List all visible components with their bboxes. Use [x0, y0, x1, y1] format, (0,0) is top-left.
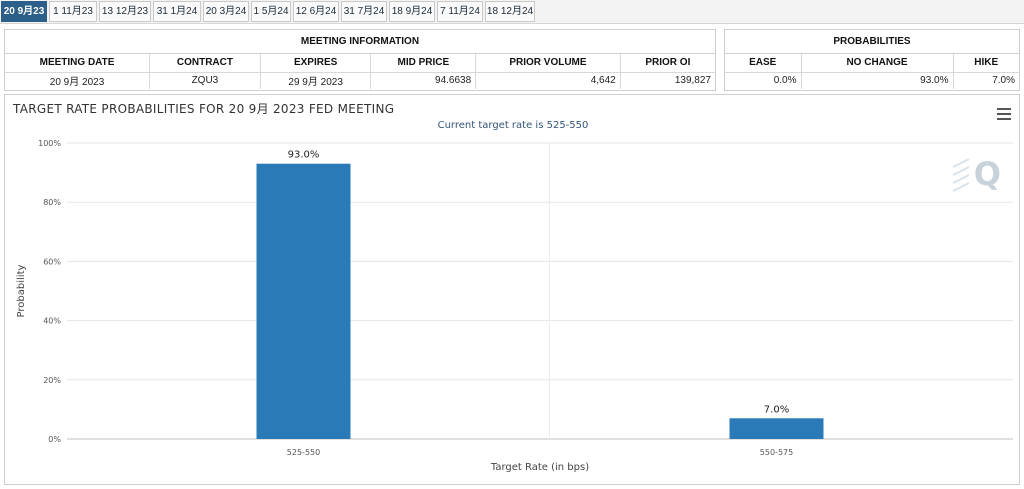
- meeting-date-tabs: 20 9月23 1 11月23 13 12月23 31 1月24 20 3月24 1 5月…: [0, 0, 1024, 24]
- prior-oi-value: 139,827: [674, 75, 711, 87]
- tab-meeting-8[interactable]: 18 9月24: [389, 1, 435, 22]
- meeting-information-row: 20 9月 2023 ZQU3 29 9月 2023 94.6638 4,642…: [5, 72, 715, 89]
- probabilities-table: EASE NO CHANGE HIKE 0.0% 93.0% 7.0%: [725, 54, 1019, 89]
- chart-plot: 0% 20% 40% 60% 80% 100% 93.0% 525-550 7.0% 550-57…: [16, 139, 1013, 473]
- ease-value: 0.0%: [725, 72, 802, 89]
- tab-meeting-7[interactable]: 31 7月24: [341, 1, 387, 22]
- header-mid-price: MID PRICE: [370, 54, 477, 73]
- data-label: 93.0%: [288, 150, 320, 161]
- tab-meeting-9[interactable]: 7 11月24: [437, 1, 483, 22]
- meeting-information-panel: MEETING INFORMATION MEETING DATE CONTRAC…: [4, 29, 716, 91]
- tab-meeting-6[interactable]: 12 6月24: [293, 1, 339, 22]
- hike-value: 7.0%: [992, 75, 1015, 87]
- header-hike: HIKE: [953, 54, 1019, 73]
- header-expires: EXPIRES: [260, 54, 372, 73]
- target-rate-chart: TARGET RATE PROBABILITIES FOR 20 9月 2023…: [4, 94, 1020, 485]
- chart-subtitle: Current target rate is 525-550: [437, 120, 589, 131]
- contract-value: ZQU3: [149, 72, 261, 89]
- probabilities-header-row: EASE NO CHANGE HIKE: [725, 54, 1019, 73]
- chart-title: TARGET RATE PROBABILITIES FOR 20 9月 2023…: [13, 102, 395, 116]
- y-tick-label: 0%: [48, 435, 61, 444]
- header-contract: CONTRACT: [149, 54, 261, 73]
- bar-525-550: [256, 163, 351, 439]
- tab-meeting-3[interactable]: 31 1月24: [153, 1, 201, 22]
- meeting-date-value: 20 9月 2023: [5, 72, 151, 89]
- no-change-value: 93.0%: [801, 72, 954, 89]
- tab-meeting-0[interactable]: 20 9月23: [1, 1, 47, 22]
- tab-meeting-4[interactable]: 20 3月24: [203, 1, 249, 22]
- probabilities-panel: PROBABILITIES EASE NO CHANGE HIKE 0.0% 9…: [724, 29, 1020, 91]
- bar-550-575: [729, 418, 824, 439]
- tab-meeting-5[interactable]: 1 5月24: [251, 1, 291, 22]
- header-prior-oi: PRIOR OI: [620, 54, 715, 73]
- meeting-information-title: MEETING INFORMATION: [5, 30, 715, 54]
- header-no-change: NO CHANGE: [801, 54, 954, 73]
- expires-value: 29 9月 2023: [260, 72, 372, 89]
- y-tick-label: 100%: [38, 139, 61, 148]
- q-logo-icon: Q: [973, 155, 1001, 193]
- tab-meeting-2[interactable]: 13 12月23: [99, 1, 151, 22]
- meeting-information-header-row: MEETING DATE CONTRACT EXPIRES MID PRICE …: [5, 54, 715, 73]
- q-logo-lines-icon: [952, 158, 970, 192]
- header-prior-volume: PRIOR VOLUME: [475, 54, 621, 73]
- meeting-information-table: MEETING DATE CONTRACT EXPIRES MID PRICE …: [5, 54, 715, 89]
- hamburger-menu-icon[interactable]: [997, 108, 1011, 120]
- header-ease: EASE: [725, 54, 802, 73]
- header-meeting-date: MEETING DATE: [5, 54, 151, 73]
- y-tick-label: 40%: [43, 317, 61, 326]
- y-tick-label: 60%: [43, 257, 61, 266]
- y-tick-label: 80%: [43, 198, 61, 207]
- mid-price-value: 94.6638: [370, 72, 477, 89]
- y-axis-label: Probability: [16, 264, 27, 317]
- tab-meeting-1[interactable]: 1 11月23: [49, 1, 97, 22]
- probabilities-title: PROBABILITIES: [725, 30, 1019, 54]
- x-tick-label: 550-575: [760, 448, 793, 457]
- prior-volume-value: 4,642: [475, 72, 621, 89]
- x-tick-label: 525-550: [287, 448, 320, 457]
- data-label: 7.0%: [764, 404, 789, 415]
- y-tick-label: 20%: [43, 376, 61, 385]
- tab-meeting-10[interactable]: 18 12月24: [485, 1, 535, 22]
- probabilities-row: 0.0% 93.0% 7.0%: [725, 72, 1019, 89]
- x-axis-label: Target Rate (in bps): [490, 462, 589, 473]
